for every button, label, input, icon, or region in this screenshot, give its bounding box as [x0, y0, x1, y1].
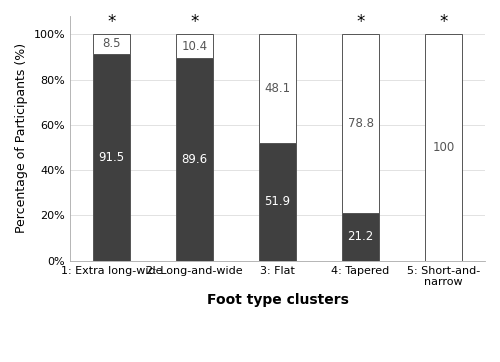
Text: 8.5: 8.5 — [102, 37, 121, 50]
Bar — [259, 143, 296, 261]
Bar — [425, 34, 462, 261]
Bar — [176, 58, 213, 261]
Y-axis label: Percentage of Participants (%): Percentage of Participants (%) — [15, 43, 28, 233]
Bar — [176, 34, 213, 58]
Text: 78.8: 78.8 — [348, 117, 374, 130]
Text: 10.4: 10.4 — [182, 39, 208, 52]
Text: 21.2: 21.2 — [348, 230, 374, 243]
Text: *: * — [108, 13, 116, 31]
Text: 91.5: 91.5 — [98, 151, 124, 164]
Bar — [259, 34, 296, 143]
Bar — [342, 34, 379, 212]
Text: 51.9: 51.9 — [264, 195, 290, 209]
Bar — [93, 34, 130, 54]
Text: *: * — [440, 13, 448, 31]
Text: *: * — [190, 13, 198, 31]
Text: *: * — [356, 13, 364, 31]
Text: 100: 100 — [432, 141, 454, 154]
Text: 48.1: 48.1 — [264, 82, 290, 95]
X-axis label: Foot type clusters: Foot type clusters — [206, 292, 348, 307]
Text: 89.6: 89.6 — [182, 153, 208, 166]
Bar — [93, 54, 130, 261]
Bar — [342, 212, 379, 261]
